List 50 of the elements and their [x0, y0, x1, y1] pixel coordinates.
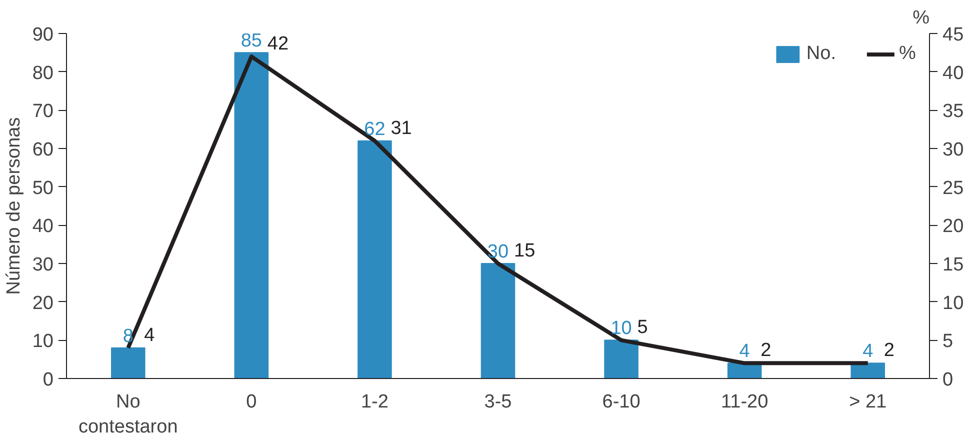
y-tick-label: 80: [32, 62, 54, 84]
x-tick-label: 3-5: [484, 392, 512, 412]
y-tick-label: 60: [32, 140, 54, 160]
y-tick-label: 50: [32, 178, 54, 199]
y-tick-label: 70: [32, 101, 54, 122]
bar: [850, 362, 885, 378]
data-label: 15: [514, 240, 536, 262]
bar: [604, 340, 638, 378]
data-label: 2: [760, 340, 772, 362]
y-axis-title: Número de personas: [3, 117, 24, 295]
data-label: 85: [240, 30, 262, 52]
data-label: 2: [884, 340, 894, 362]
y2-tick-label: 20: [942, 216, 964, 238]
data-label: 4: [862, 341, 874, 362]
y2-tick-label: 5: [942, 331, 954, 352]
x-tick-label: > 21: [849, 392, 887, 412]
y2-tick-label: 45: [942, 24, 964, 46]
y2-tick-label: 15: [942, 254, 964, 276]
legend-label: No.: [806, 43, 836, 65]
y2-tick-label: 35: [942, 101, 964, 122]
y2-tick-label: 25: [942, 178, 964, 199]
data-label: 4: [739, 341, 750, 362]
y2-axis-title: %: [912, 8, 930, 28]
y-tick-label: 30: [32, 254, 54, 276]
y-tick-label: 90: [32, 24, 54, 46]
y-tick-label: 40: [32, 216, 54, 238]
y2-tick-label: 40: [942, 62, 964, 84]
data-label: 30: [487, 242, 509, 262]
x-tick-label: 0: [246, 392, 257, 412]
y-tick-label: 10: [32, 331, 54, 352]
data-label: 5: [637, 317, 648, 338]
y2-tick-label: 10: [942, 292, 964, 314]
bar: [358, 140, 392, 378]
bar: [480, 263, 516, 378]
x-tick-label: 6-10: [602, 392, 640, 412]
bar: [234, 52, 269, 378]
data-label: 4: [144, 324, 156, 346]
y-tick-label: 0: [42, 370, 54, 390]
data-label: 10: [610, 318, 632, 340]
bar: [111, 347, 146, 378]
x-tick-label: 1-2: [360, 392, 388, 412]
data-label: 31: [390, 118, 412, 139]
y-tick-label: 20: [32, 292, 54, 314]
data-label: 42: [267, 34, 289, 54]
x-tick-label: 11-20: [720, 392, 768, 412]
x-tick-label: No contestaron: [78, 392, 178, 438]
y2-tick-label: 30: [942, 140, 964, 160]
legend-label: %: [899, 43, 917, 65]
y2-tick-label: 0: [942, 370, 954, 390]
data-label: 62: [364, 118, 386, 140]
